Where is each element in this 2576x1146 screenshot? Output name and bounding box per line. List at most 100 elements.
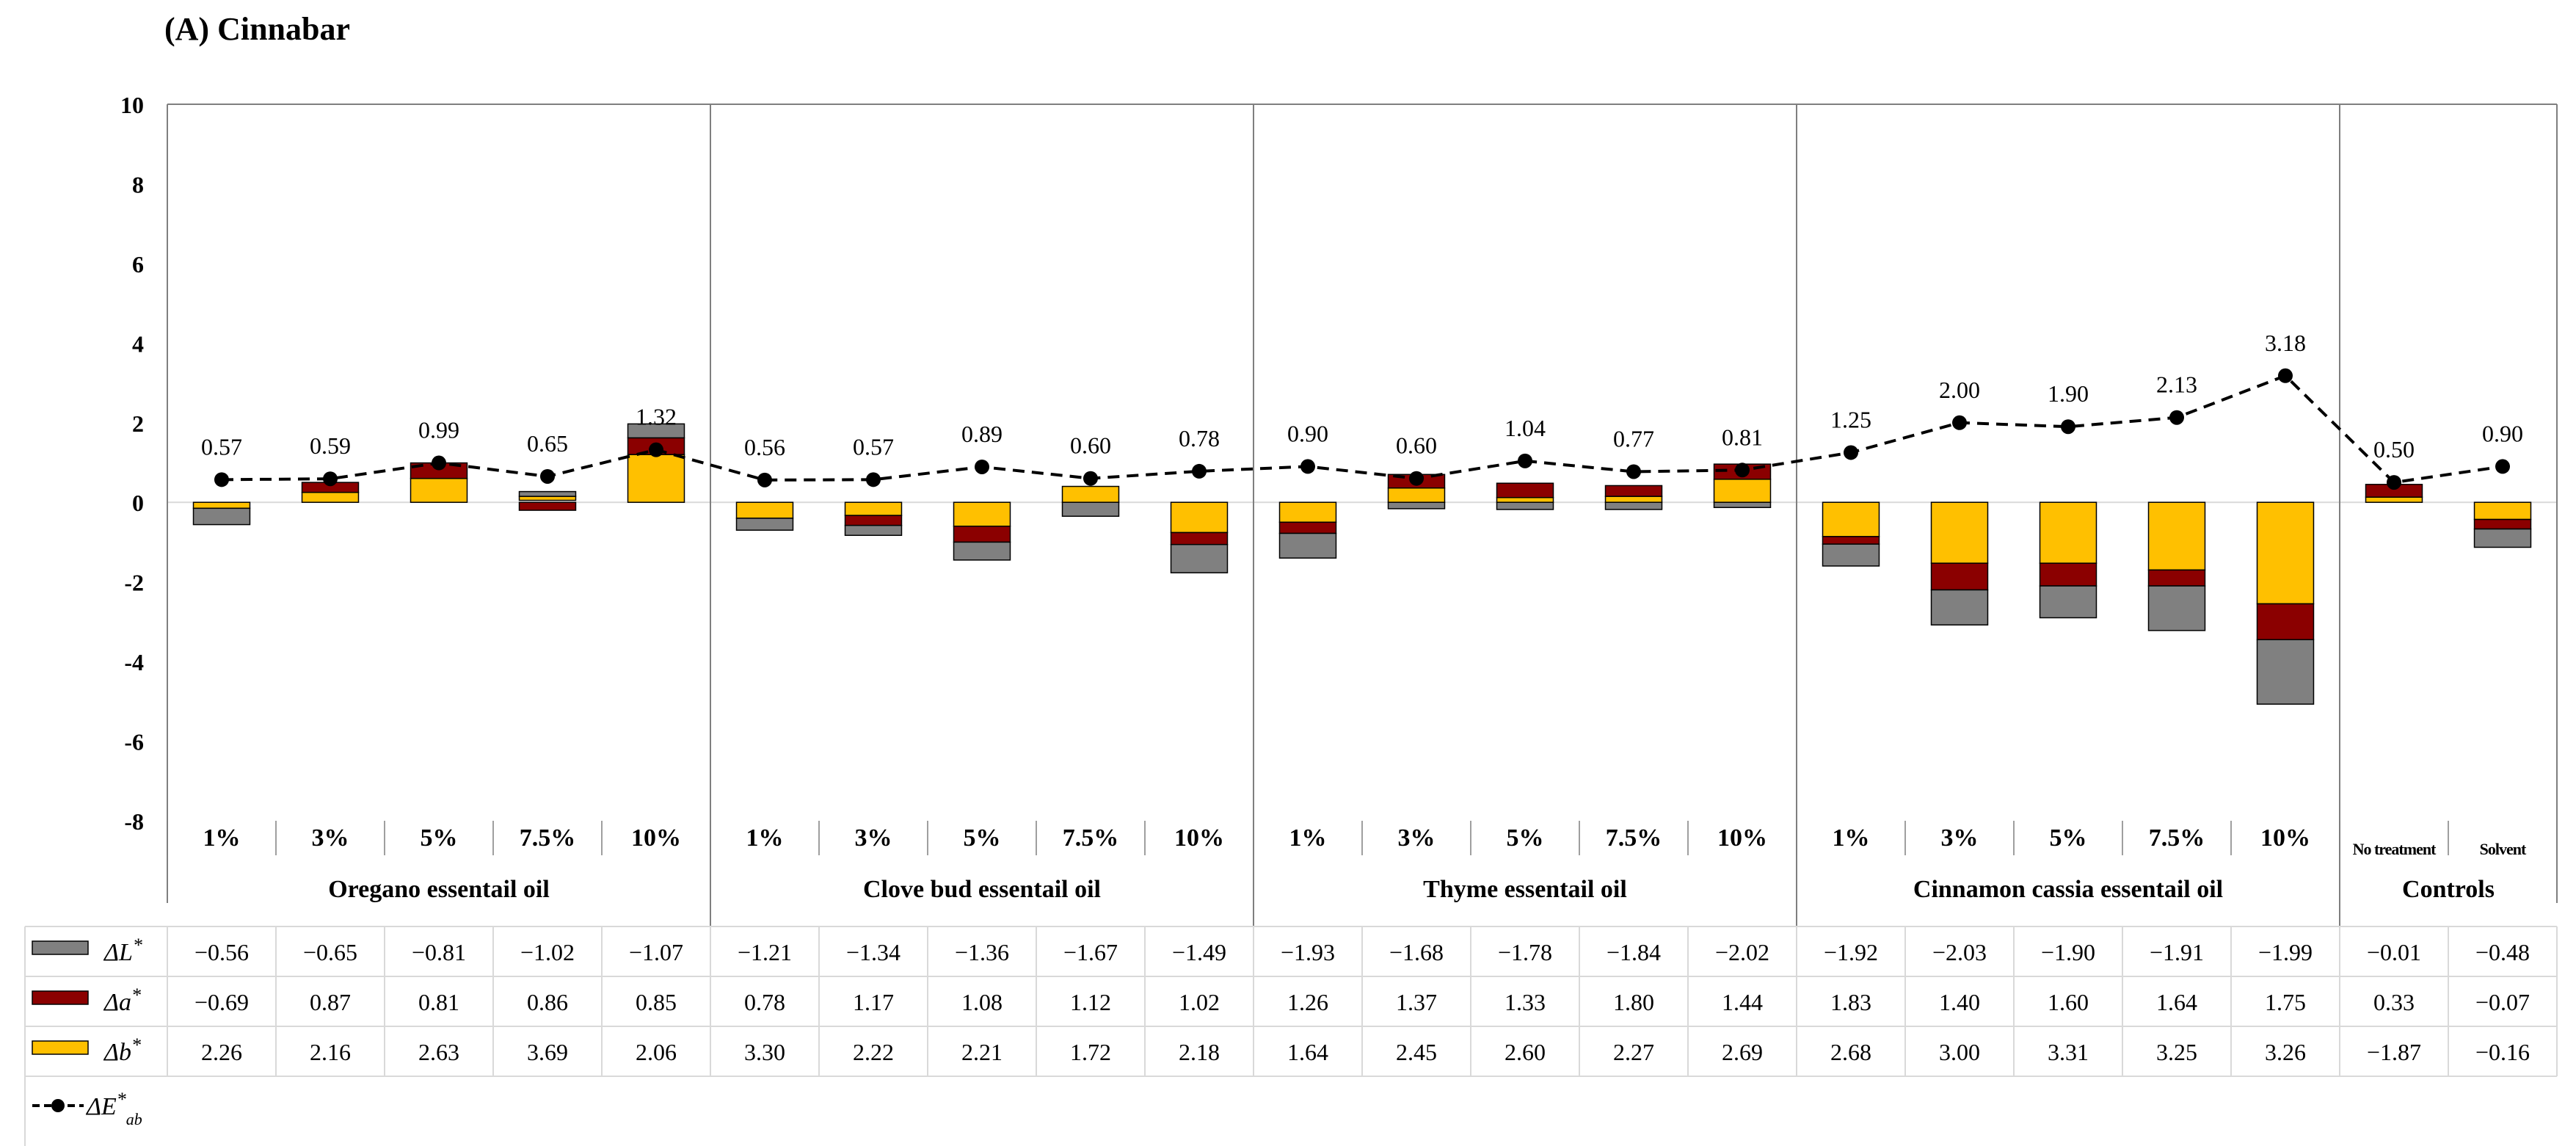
y-tick-label: -6 <box>124 729 144 755</box>
bar-delta-l <box>2256 639 2315 705</box>
bar-delta-b <box>410 477 468 503</box>
y-tick-label: 10 <box>120 92 144 118</box>
bar-delta-b <box>301 491 360 503</box>
bar-delta-b <box>2039 501 2097 564</box>
table-cell: −1.91 <box>2150 939 2204 965</box>
bar-delta-b <box>735 501 794 519</box>
delta-e-data-label: 1.32 <box>636 404 677 430</box>
delta-e-point <box>1300 459 1315 474</box>
table-cell: −1.49 <box>1172 939 1226 965</box>
delta-e-line <box>214 368 2510 490</box>
group-label: Oregano essentail oil <box>328 876 550 903</box>
bar-delta-l <box>1061 501 1120 517</box>
group-label: Cinnamon cassia essentail oil <box>1913 876 2223 903</box>
bar-delta-l <box>1278 532 1337 559</box>
table-cell: 1.08 <box>961 989 1003 1015</box>
delta-e-point <box>1626 464 1641 479</box>
delta-e-data-label: 0.57 <box>853 433 894 460</box>
bar-delta-b <box>1387 487 1446 503</box>
bar-delta-a <box>1930 562 1989 591</box>
delta-e-data-label: 2.13 <box>2156 371 2197 398</box>
legend-label: ΔL* <box>103 935 142 966</box>
table-cell: −0.07 <box>2475 989 2530 1015</box>
x-category-label: 5% <box>421 824 458 852</box>
table-cell: 1.60 <box>2048 989 2089 1015</box>
y-tick-label: -8 <box>124 808 144 835</box>
table-cell: −1.99 <box>2258 939 2313 965</box>
table-cell: 0.85 <box>636 989 677 1015</box>
table-cell: −1.02 <box>520 939 575 965</box>
group-label: Controls <box>2402 876 2495 903</box>
x-category-label: 3% <box>1398 824 1436 852</box>
bar-delta-a <box>2039 562 2097 587</box>
table-cell: −0.81 <box>412 939 466 965</box>
delta-e-data-label: 0.77 <box>1613 425 1654 451</box>
table-cell: −1.36 <box>955 939 1009 965</box>
bar-delta-b <box>2256 501 2315 605</box>
table-cell: 1.02 <box>1179 989 1220 1015</box>
delta-e-point <box>2278 368 2293 383</box>
table-cell: 2.18 <box>1179 1039 1220 1065</box>
legend-line-marker <box>51 1099 65 1112</box>
table-cell: −1.92 <box>1824 939 1878 965</box>
delta-e-point <box>1844 445 1858 460</box>
x-category-label: 10% <box>1174 824 1224 852</box>
table-cell: 1.64 <box>1287 1039 1328 1065</box>
table-cell: −1.34 <box>846 939 900 965</box>
table-cell: 1.37 <box>1396 989 1437 1015</box>
y-tick-label: 4 <box>132 330 144 357</box>
bar-delta-l <box>2147 585 2206 631</box>
x-category-label: 3% <box>312 824 349 852</box>
table-cell: 1.72 <box>1070 1039 1111 1065</box>
table-cell: 1.80 <box>1613 989 1654 1015</box>
bar-delta-l <box>953 541 1011 561</box>
bar-delta-a <box>1496 482 1554 498</box>
bar-delta-b <box>1278 501 1337 523</box>
table-cell: 2.63 <box>418 1039 459 1065</box>
legend-label-sup: * <box>131 984 141 1006</box>
table-cell: 1.44 <box>1722 989 1763 1015</box>
bar-delta-l <box>1170 543 1229 573</box>
table-cell: −1.90 <box>2041 939 2095 965</box>
delta-e-data-label: 0.89 <box>961 421 1003 447</box>
bar-delta-a <box>1170 532 1229 545</box>
delta-e-point <box>757 472 772 487</box>
bar-delta-a <box>2147 569 2206 587</box>
x-category-label: 5% <box>2050 824 2087 852</box>
table-cell: 0.86 <box>527 989 568 1015</box>
delta-e-point <box>975 459 989 474</box>
table-cell: −1.84 <box>1607 939 1661 965</box>
table-cell: 2.27 <box>1613 1039 1654 1065</box>
bar-delta-b <box>844 501 903 516</box>
y-tick-label: 8 <box>132 171 144 197</box>
y-tick-label: 2 <box>132 410 144 437</box>
bar-delta-l <box>2039 585 2097 619</box>
x-category-label: 10% <box>631 824 681 852</box>
bar-delta-a <box>844 515 903 526</box>
table-cell: 3.26 <box>2265 1039 2306 1065</box>
x-category-label: 1% <box>746 824 784 852</box>
x-category-label: 10% <box>1717 824 1767 852</box>
delta-e-point <box>2387 475 2401 490</box>
bar-delta-l <box>1496 501 1554 510</box>
group-label: Thyme essentail oil <box>1423 876 1627 903</box>
table-cell: −0.01 <box>2367 939 2421 965</box>
bar-delta-b <box>1604 496 1663 503</box>
x-category-label: 3% <box>1941 824 1979 852</box>
table-cell: −1.78 <box>1498 939 1552 965</box>
bar-delta-l <box>627 423 685 439</box>
delta-e-data-label: 0.60 <box>1070 432 1111 459</box>
x-category-labels: 1% 3% 5% 7.5% 10% 1% 3% 5% 7.5% 10% 1% 3% 5% 7.5% 10% 1… <box>203 824 2528 903</box>
delta-e-point <box>1409 471 1424 486</box>
table-cell: 1.83 <box>1830 989 1871 1015</box>
table-cell: 0.78 <box>744 989 785 1015</box>
bar-delta-b <box>1822 501 1880 537</box>
table-cell: 2.21 <box>961 1039 1003 1065</box>
table-cell: −2.03 <box>1932 939 1987 965</box>
x-category-label: 7.5% <box>1063 824 1119 852</box>
bar-delta-l <box>192 507 251 526</box>
chart-title: (A) Cinnabar <box>164 11 351 47</box>
delta-e-point <box>214 472 229 487</box>
data-table: −0.56 −0.65 −0.81 −1.02 −1.07 −1.21 −1.34 −1.36… <box>24 926 2558 1146</box>
y-axis-ticks: 10 8 6 4 2 0 -2 -4 -6 -8 <box>120 92 144 835</box>
